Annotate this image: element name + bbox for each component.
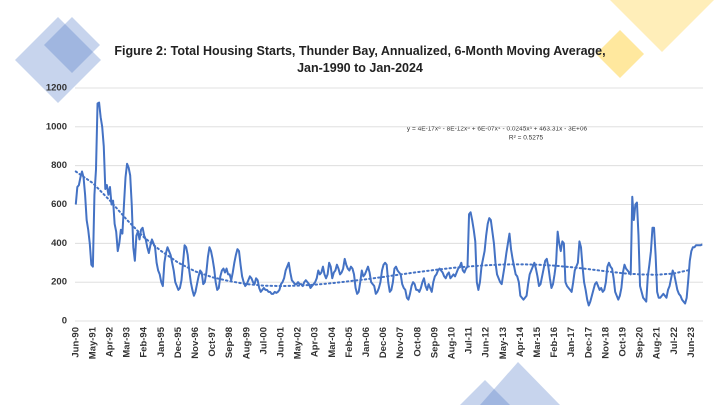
x-tick-label: Jul-22 bbox=[669, 327, 680, 354]
data-line bbox=[74, 101, 703, 307]
x-tick-label: Jul-11 bbox=[464, 326, 475, 354]
x-tick-label: May-02 bbox=[293, 327, 304, 359]
equation: y = 4E-17x⁶ - 8E-12x⁵ + 6E-07x⁴ - 0.0245… bbox=[407, 126, 588, 133]
y-tick-label: 200 bbox=[51, 277, 67, 288]
x-tick-label: Sep-09 bbox=[429, 327, 440, 358]
y-tick-label: 1000 bbox=[46, 121, 67, 132]
x-tick-label: Jun-01 bbox=[275, 326, 286, 357]
x-tick-label: Oct-08 bbox=[412, 327, 423, 357]
x-tick-label: Aug-10 bbox=[446, 327, 457, 359]
x-tick-label: Oct-19 bbox=[617, 327, 628, 357]
r-squared: R² = 0.5275 bbox=[509, 135, 544, 142]
x-tick-label: Apr-92 bbox=[104, 327, 115, 357]
x-tick-label: Apr-03 bbox=[310, 327, 321, 357]
x-tick-label: Jan-95 bbox=[156, 326, 167, 357]
x-tick-label: Feb-94 bbox=[139, 326, 150, 357]
x-tick-label: Nov-18 bbox=[600, 327, 611, 359]
x-tick-label: Mar-04 bbox=[327, 326, 338, 357]
x-tick-label: Nov-07 bbox=[395, 327, 406, 359]
x-tick-label: Feb-16 bbox=[549, 327, 560, 358]
x-tick-label: Jan-17 bbox=[566, 327, 577, 357]
x-tick-label: Jun-12 bbox=[481, 327, 492, 358]
x-tick-label: Sep-20 bbox=[635, 327, 646, 358]
y-tick-label: 600 bbox=[51, 199, 67, 210]
x-tick-label: Apr-14 bbox=[515, 326, 526, 357]
x-tick-label: Jul-00 bbox=[258, 327, 269, 354]
y-tick-label: 800 bbox=[51, 160, 67, 171]
y-tick-label: 1200 bbox=[46, 83, 67, 94]
y-tick-label: 0 bbox=[62, 316, 67, 327]
y-tick-label: 400 bbox=[51, 238, 67, 249]
x-tick-label: Nov-96 bbox=[190, 327, 201, 359]
x-tick-label: Jun-90 bbox=[70, 327, 81, 358]
chart-title: Figure 2: Total Housing Starts, Thunder … bbox=[114, 44, 606, 75]
x-tick-label: Aug-21 bbox=[652, 326, 663, 359]
x-tick-label: Dec-17 bbox=[583, 327, 594, 358]
x-tick-label: Mar-93 bbox=[122, 327, 133, 358]
x-tick-label: Dec-95 bbox=[173, 326, 184, 358]
x-tick-label: Feb-05 bbox=[344, 326, 355, 357]
x-tick-label: Sep-98 bbox=[224, 327, 235, 358]
x-tick-label: May-13 bbox=[498, 327, 509, 359]
x-tick-label: Jan-06 bbox=[361, 327, 372, 357]
x-tick-label: Jun-23 bbox=[686, 327, 697, 358]
x-tick-label: Mar-15 bbox=[532, 326, 543, 357]
x-tick-label: Oct-97 bbox=[207, 327, 218, 357]
x-tick-label: May-91 bbox=[87, 326, 98, 359]
x-tick-label: Dec-06 bbox=[378, 327, 389, 358]
decoration bbox=[15, 0, 714, 405]
trend-line bbox=[74, 170, 693, 288]
x-tick-label: Aug-99 bbox=[241, 327, 252, 359]
